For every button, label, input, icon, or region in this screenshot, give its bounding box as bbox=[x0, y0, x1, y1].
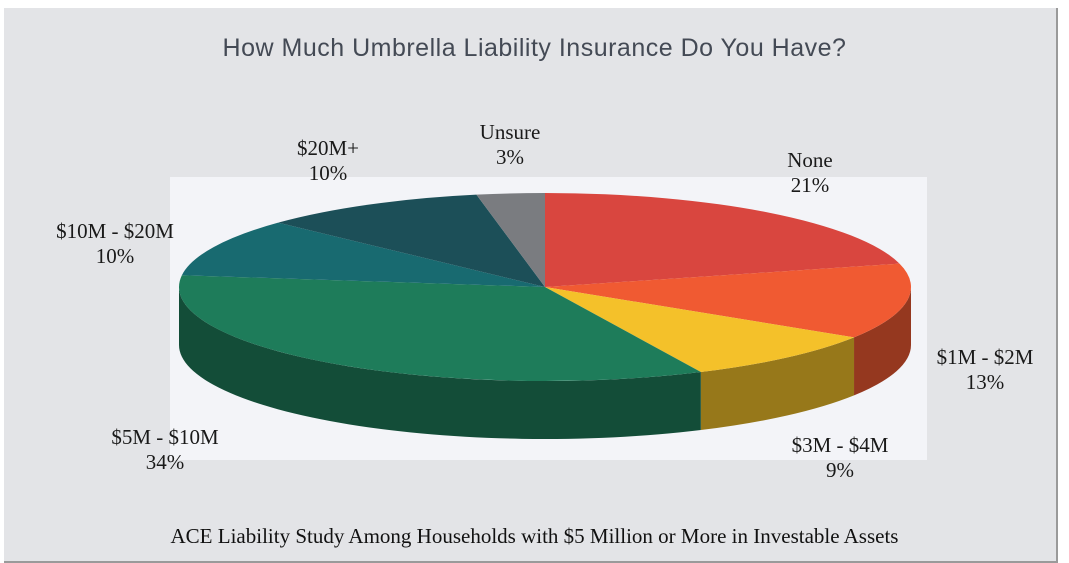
pie-side-1m-2m bbox=[854, 287, 911, 396]
slice-label-5m-10m: $5M - $10M 34% bbox=[111, 425, 219, 474]
slice-label-unsure: Unsure 3% bbox=[479, 120, 541, 169]
pie-slice-none bbox=[545, 193, 900, 287]
pie-slice-1m-2m bbox=[545, 263, 912, 338]
slice-label-20m-plus: $20M+ 10% bbox=[296, 136, 359, 185]
slice-label-none: None 21% bbox=[787, 148, 833, 197]
pie-slice-20m-plus bbox=[278, 194, 545, 287]
pie-slice-unsure bbox=[476, 193, 545, 287]
chart-caption: ACE Liability Study Among Households wit… bbox=[170, 524, 899, 548]
pie-slice-5m-10m bbox=[179, 275, 701, 381]
slice-label-1m-2m: $1M - $2M 13% bbox=[936, 345, 1034, 394]
pie-slice-3m-4m bbox=[545, 287, 855, 373]
slice-label-10m-20m: $10M - $20M 10% bbox=[56, 219, 174, 268]
pie-side-5m-10m bbox=[179, 287, 701, 439]
pie-slice-10m-20m bbox=[181, 222, 545, 287]
slice-label-3m-4m: $3M - $4M 9% bbox=[791, 433, 889, 482]
pie-side-3m-4m bbox=[700, 337, 855, 431]
chart-title: How Much Umbrella Liability Insurance Do… bbox=[222, 34, 847, 62]
